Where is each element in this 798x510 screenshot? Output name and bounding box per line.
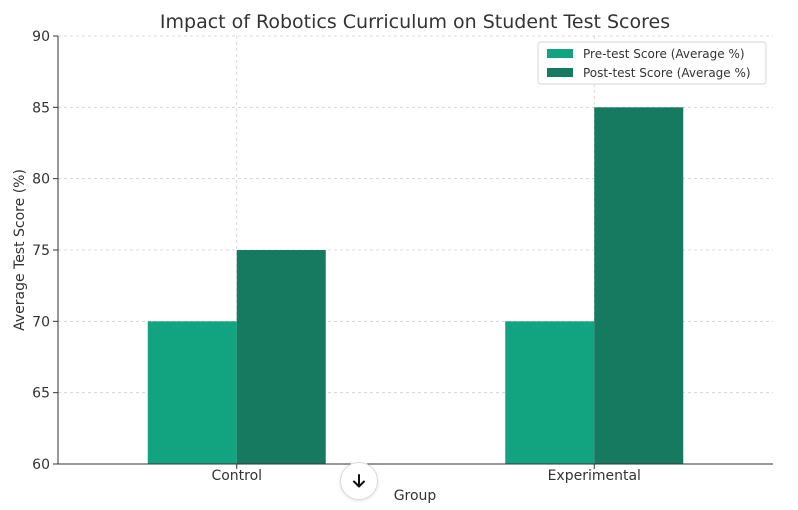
legend: Pre-test Score (Average %) Post-test Scor…	[537, 41, 767, 85]
legend-label: Post-test Score (Average %)	[583, 66, 751, 80]
y-tick-label: 60	[32, 457, 50, 473]
scroll-down-button[interactable]	[340, 462, 378, 500]
y-tick-label: 70	[32, 314, 50, 330]
y-tick-label: 75	[32, 243, 50, 259]
x-ticks: Control Experimental	[211, 464, 641, 484]
y-axis-label: Average Test Score (%)	[12, 169, 28, 331]
y-ticks: 60 65 70 75 80 85 90	[32, 29, 58, 473]
legend-box	[537, 41, 767, 85]
x-tick-label: Control	[211, 468, 262, 484]
legend-swatch	[547, 49, 573, 58]
bar-pre-control	[147, 321, 237, 464]
bar-pre-experimental	[505, 321, 595, 464]
chart-title: Impact of Robotics Curriculum on Student…	[160, 11, 670, 33]
bars	[147, 107, 684, 464]
legend-swatch	[547, 68, 573, 77]
bar-post-experimental	[594, 107, 684, 464]
y-tick-label: 65	[32, 386, 50, 402]
x-tick-label: Experimental	[548, 468, 641, 484]
bar-post-control	[236, 250, 326, 464]
arrow-down-icon	[353, 474, 365, 488]
y-tick-label: 80	[32, 172, 50, 188]
legend-label: Pre-test Score (Average %)	[583, 47, 745, 61]
x-axis-label: Group	[394, 488, 437, 504]
y-tick-label: 90	[32, 29, 50, 45]
y-tick-label: 85	[32, 100, 50, 116]
